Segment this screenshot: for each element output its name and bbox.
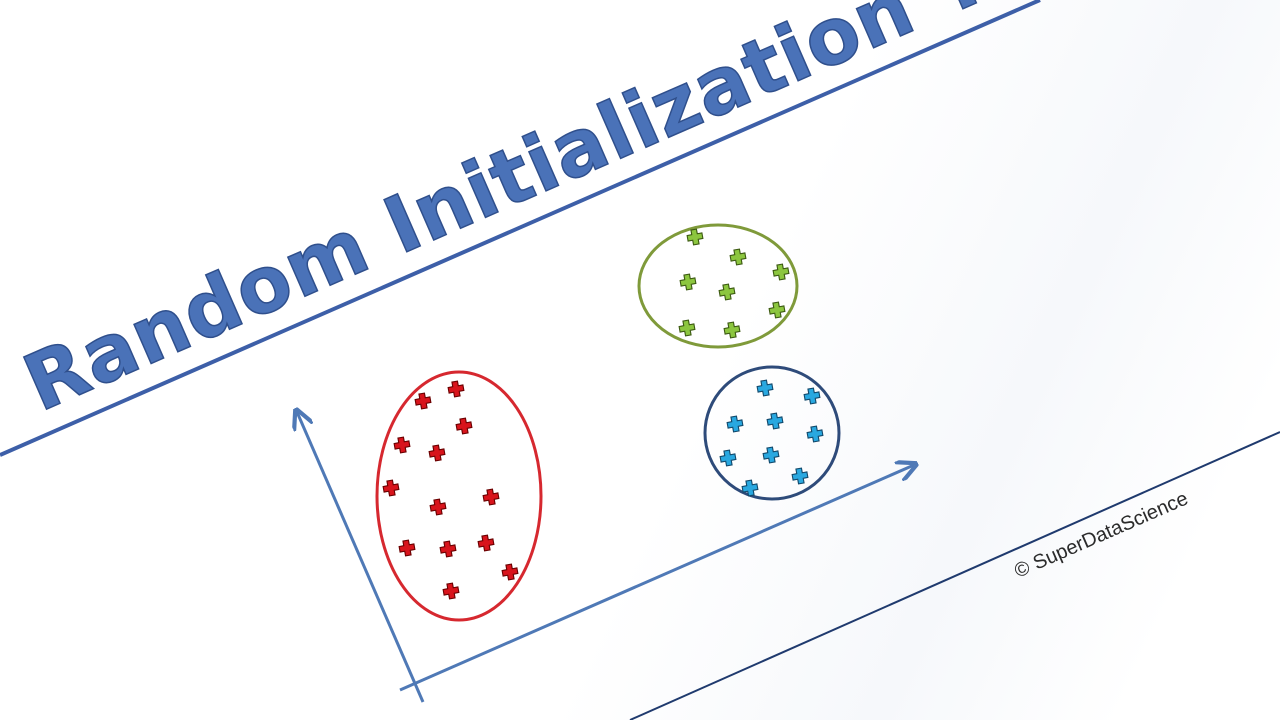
copyright-label: © SuperDataScience bbox=[1011, 488, 1191, 583]
cluster-blue-point-6 bbox=[719, 449, 737, 467]
cluster-red-point-1 bbox=[414, 392, 432, 410]
cluster-red-point-10 bbox=[439, 540, 457, 558]
cluster-blue-point-8 bbox=[741, 479, 759, 497]
slide-title: Random Initialization Trap bbox=[12, 0, 1132, 429]
cluster-blue-points bbox=[719, 379, 824, 497]
cluster-red-point-9 bbox=[398, 539, 416, 557]
cluster-red-point-6 bbox=[382, 479, 400, 497]
cluster-blue-point-1 bbox=[756, 379, 774, 397]
cluster-blue-point-4 bbox=[766, 412, 784, 430]
cluster-red-point-5 bbox=[428, 444, 446, 462]
cluster-red-point-4 bbox=[393, 436, 411, 454]
cluster-blue-point-7 bbox=[762, 446, 780, 464]
cluster-red-ellipse bbox=[375, 370, 543, 622]
cluster-green-point-5 bbox=[718, 283, 736, 301]
cluster-green-point-2 bbox=[729, 248, 747, 266]
cluster-green-point-4 bbox=[679, 273, 697, 291]
cluster-red-point-13 bbox=[442, 582, 460, 600]
bottom-band-line bbox=[629, 431, 1280, 720]
cluster-red-point-12 bbox=[501, 563, 519, 581]
x-axis bbox=[399, 465, 914, 692]
cluster-red-point-8 bbox=[482, 488, 500, 506]
cluster-red-point-11 bbox=[477, 534, 495, 552]
cluster-green-ellipse bbox=[637, 223, 799, 349]
cluster-blue-point-3 bbox=[726, 415, 744, 433]
cluster-red-points bbox=[382, 380, 519, 600]
cluster-green-points bbox=[678, 228, 790, 339]
cluster-red-point-3 bbox=[455, 417, 473, 435]
cluster-blue-point-9 bbox=[791, 467, 809, 485]
cluster-red-point-7 bbox=[429, 498, 447, 516]
cluster-green-point-8 bbox=[723, 321, 741, 339]
cluster-blue-point-5 bbox=[806, 425, 824, 443]
title-band-line bbox=[0, 0, 1041, 457]
cluster-green-point-7 bbox=[678, 319, 696, 337]
cluster-green-point-3 bbox=[772, 263, 790, 281]
cluster-green-point-6 bbox=[768, 301, 786, 319]
cluster-green-point-1 bbox=[686, 228, 704, 246]
cluster-blue-point-2 bbox=[803, 387, 821, 405]
cluster-blue-ellipse bbox=[703, 365, 841, 501]
cluster-red-point-2 bbox=[447, 380, 465, 398]
y-axis bbox=[297, 412, 425, 703]
